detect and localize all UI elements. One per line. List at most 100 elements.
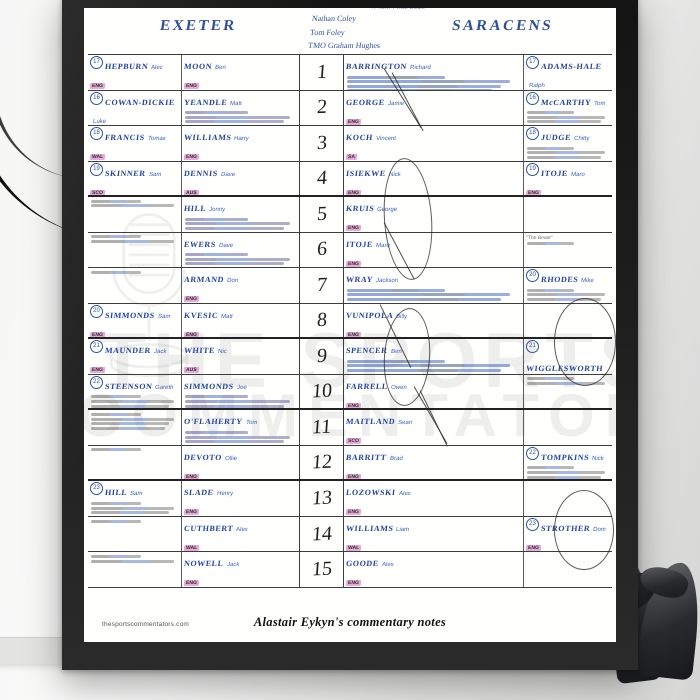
nationality-tag: ENG xyxy=(89,83,106,89)
handwriting-line xyxy=(347,84,501,88)
player-firstname: Maro xyxy=(570,171,585,178)
player-shirt-number: 16 xyxy=(90,91,103,105)
away-player-cell[interactable]: VUNIPOLA Billy ENG xyxy=(344,303,524,338)
player-firstname: Sam xyxy=(157,313,171,320)
away-player-cell[interactable]: MAITLAND Sean SCO xyxy=(344,410,524,445)
home-replacement-cell[interactable]: 23 HILL Sam xyxy=(88,481,182,516)
away-player-cell[interactable]: BARRINGTON Richard xyxy=(344,55,524,90)
player-row[interactable]: 22 STEENSON Gareth SIMMONDS Joe 10 FARRELL Owen… xyxy=(88,374,612,411)
away-player-cell[interactable]: GEORGE Jamie ENG xyxy=(344,90,524,126)
home-player-cell[interactable]: MOON Ben ENG xyxy=(182,55,300,90)
away-player-cell[interactable]: ITOJE Maro ENG xyxy=(344,232,524,268)
away-player-cell[interactable]: BARRITT Brad ENG xyxy=(344,445,524,480)
away-player-cell[interactable]: WILLIAMS Liam WAL xyxy=(344,516,524,552)
player-row[interactable]: 23 HILL Sam SLADE Henry ENG 13 LOZOWSKI Alex ENG xyxy=(88,481,612,517)
player-shirt-number: 17 xyxy=(90,56,103,69)
handwriting-line xyxy=(185,226,285,230)
home-player-cell[interactable]: WILLIAMS Harry ENG xyxy=(182,126,300,161)
away-replacement-cell[interactable]: 21WIGGLESWORTHRichardENG xyxy=(524,339,612,374)
player-row[interactable]: 19 SKINNER Sam SCO DENNIS Dave AUS 4 ISIEKWE Nick… xyxy=(88,161,612,198)
player-row[interactable]: 21 MAUNDER Jack ENG WHITE Nic AUS 9 SPENCER Ben 21… xyxy=(88,339,612,375)
nationality-tag: ENG xyxy=(89,331,106,338)
position-number: 2 xyxy=(315,96,328,119)
player-row[interactable]: DEVOTO Ollie ENG 12 BARRITT Brad ENG 22 TOMPKINS… xyxy=(88,445,612,482)
away-player-cell[interactable]: FARRELL Owen ENG xyxy=(344,374,524,409)
home-replacement-cell[interactable]: 22 STEENSON Gareth xyxy=(88,374,182,409)
away-replacement-cell[interactable]: 16 McCARTHY Tom xyxy=(524,91,612,126)
away-replacement-cell[interactable]: 18 JUDGE Chitty xyxy=(524,126,612,161)
player-row[interactable]: EWERS Dave 6 ITOJE Maro ENG "The Beast" xyxy=(88,232,612,269)
position-number-cell: 2 xyxy=(300,90,344,126)
player-surname: CUTHBERT xyxy=(183,523,234,533)
player-row[interactable]: O'FLAHERTY Tom 11 MAITLAND Sean SCO xyxy=(88,410,612,446)
player-surname: ITOJE xyxy=(540,168,569,178)
player-surname: GEORGE xyxy=(345,97,386,107)
home-player-cell[interactable]: DEVOTO Ollie ENG xyxy=(182,445,300,480)
home-player-cell[interactable]: DENNIS Dave AUS xyxy=(182,161,300,196)
home-replacement-cell[interactable] xyxy=(88,268,182,303)
away-replacement-cell[interactable]: "The Beast" xyxy=(524,233,612,268)
commentary-notes-sheet: THE SPORTS COMMENTATORS Prem Final 2019 … xyxy=(84,8,616,642)
player-row[interactable]: NOWELL Jack ENG 15 GOODE Alex ENG xyxy=(88,552,612,588)
away-player-cell[interactable]: SPENCER Ben xyxy=(344,339,524,374)
home-player-cell[interactable]: NOWELL Jack ENG xyxy=(182,552,300,587)
home-player-cell[interactable]: SLADE Henry ENG xyxy=(182,481,300,516)
home-player-cell[interactable]: EWERS Dave xyxy=(182,232,300,268)
position-number: 7 xyxy=(315,273,328,297)
home-player-cell[interactable]: WHITE Nic AUS xyxy=(182,339,300,374)
nationality-tag: ENG xyxy=(345,402,362,409)
away-replacement-cell[interactable]: 19 ITOJE Maro ENG xyxy=(524,162,612,196)
home-team-title: EXETER xyxy=(158,18,239,34)
home-replacement-cell[interactable]: 18 FRANCIS Tomas WAL xyxy=(88,126,182,161)
home-replacement-cell[interactable]: 17 HEPBURN Alec ENG xyxy=(88,55,182,90)
home-replacement-cell[interactable] xyxy=(88,232,182,268)
home-replacement-cell[interactable] xyxy=(88,445,182,480)
nationality-tag: ENG xyxy=(345,509,362,516)
away-player-cell[interactable]: WRAY Jackson xyxy=(344,268,524,303)
home-replacement-cell[interactable] xyxy=(88,552,182,587)
away-player-cell[interactable]: LOZOWSKI Alex ENG xyxy=(344,481,524,516)
away-player-cell[interactable]: KOCH Vincent SA xyxy=(344,126,524,161)
player-row[interactable]: HILL Jonny 5 KRUIS George ENG xyxy=(88,197,612,233)
away-player-cell[interactable]: KRUIS George ENG xyxy=(344,197,524,232)
handwriting-line xyxy=(91,395,141,399)
player-surname: BARRITT xyxy=(345,452,388,462)
home-replacement-cell[interactable] xyxy=(88,197,182,232)
away-replacement-cell[interactable] xyxy=(524,410,612,445)
frame-mat: THE SPORTS COMMENTATORS Prem Final 2019 … xyxy=(84,8,616,642)
home-player-cell[interactable]: SIMMONDS Joe xyxy=(182,374,300,409)
nationality-tag: ENG xyxy=(183,296,200,303)
home-player-cell[interactable]: O'FLAHERTY Tom xyxy=(182,410,300,445)
away-replacement-cell[interactable]: 22 TOMPKINS Nick xyxy=(524,446,612,480)
away-replacement-cell[interactable] xyxy=(524,197,612,232)
player-row[interactable]: CUTHBERT Alex WAL 14 WILLIAMS Liam WAL 23 STROTH… xyxy=(88,516,612,553)
player-surname: SIMMONDS xyxy=(104,310,156,320)
away-replacement-cell[interactable] xyxy=(524,375,612,409)
margin-note: "The Beast" xyxy=(525,234,553,241)
player-firstname: Nic xyxy=(217,349,228,356)
home-player-cell[interactable]: HILL Jonny xyxy=(182,197,300,232)
player-surname: KOCH xyxy=(345,133,374,143)
position-number-cell: 12 xyxy=(300,445,344,480)
away-replacement-cell[interactable]: 23 STROTHER Dom ENG xyxy=(524,517,612,552)
home-replacement-cell[interactable]: 20 SIMMONDS Sam ENG xyxy=(88,303,182,338)
home-replacement-cell[interactable] xyxy=(88,410,182,445)
home-replacement-cell[interactable]: 19 SKINNER Sam SCO xyxy=(88,161,182,196)
home-player-cell[interactable]: CUTHBERT Alex WAL xyxy=(182,516,300,552)
home-player-cell[interactable]: YEANDLE Matt xyxy=(182,90,300,126)
away-player-cell[interactable]: ISIEKWE Nick ENG xyxy=(344,161,524,196)
player-row[interactable]: ARMAND Don ENG 7 WRAY Jackson 20 RHODES Mike xyxy=(88,268,612,304)
home-player-cell[interactable]: ARMAND Don ENG xyxy=(182,268,300,303)
home-replacement-cell[interactable] xyxy=(88,516,182,552)
player-row[interactable]: 18 FRANCIS Tomas WAL WILLIAMS Harry ENG 3 KOCH Vi… xyxy=(88,126,612,162)
player-row[interactable]: 20 SIMMONDS Sam ENG KVESIC Matt ENG 8 VUNIPOLA Bi… xyxy=(88,303,612,340)
home-replacement-cell[interactable]: 21 MAUNDER Jack ENG xyxy=(88,339,182,374)
away-replacement-cell[interactable]: 20 RHODES Mike xyxy=(524,268,612,303)
player-surname: HILL xyxy=(104,488,128,498)
home-player-cell[interactable]: KVESIC Matt ENG xyxy=(182,303,300,338)
player-row[interactable]: 17 HEPBURN Alec ENG MOON Ben ENG 1 BARRINGTON Ric… xyxy=(88,55,612,91)
away-player-cell[interactable]: GOODE Alex ENG xyxy=(344,552,524,587)
away-replacement-cell[interactable]: 17 ADAMS-HALE Ralph xyxy=(524,55,612,90)
